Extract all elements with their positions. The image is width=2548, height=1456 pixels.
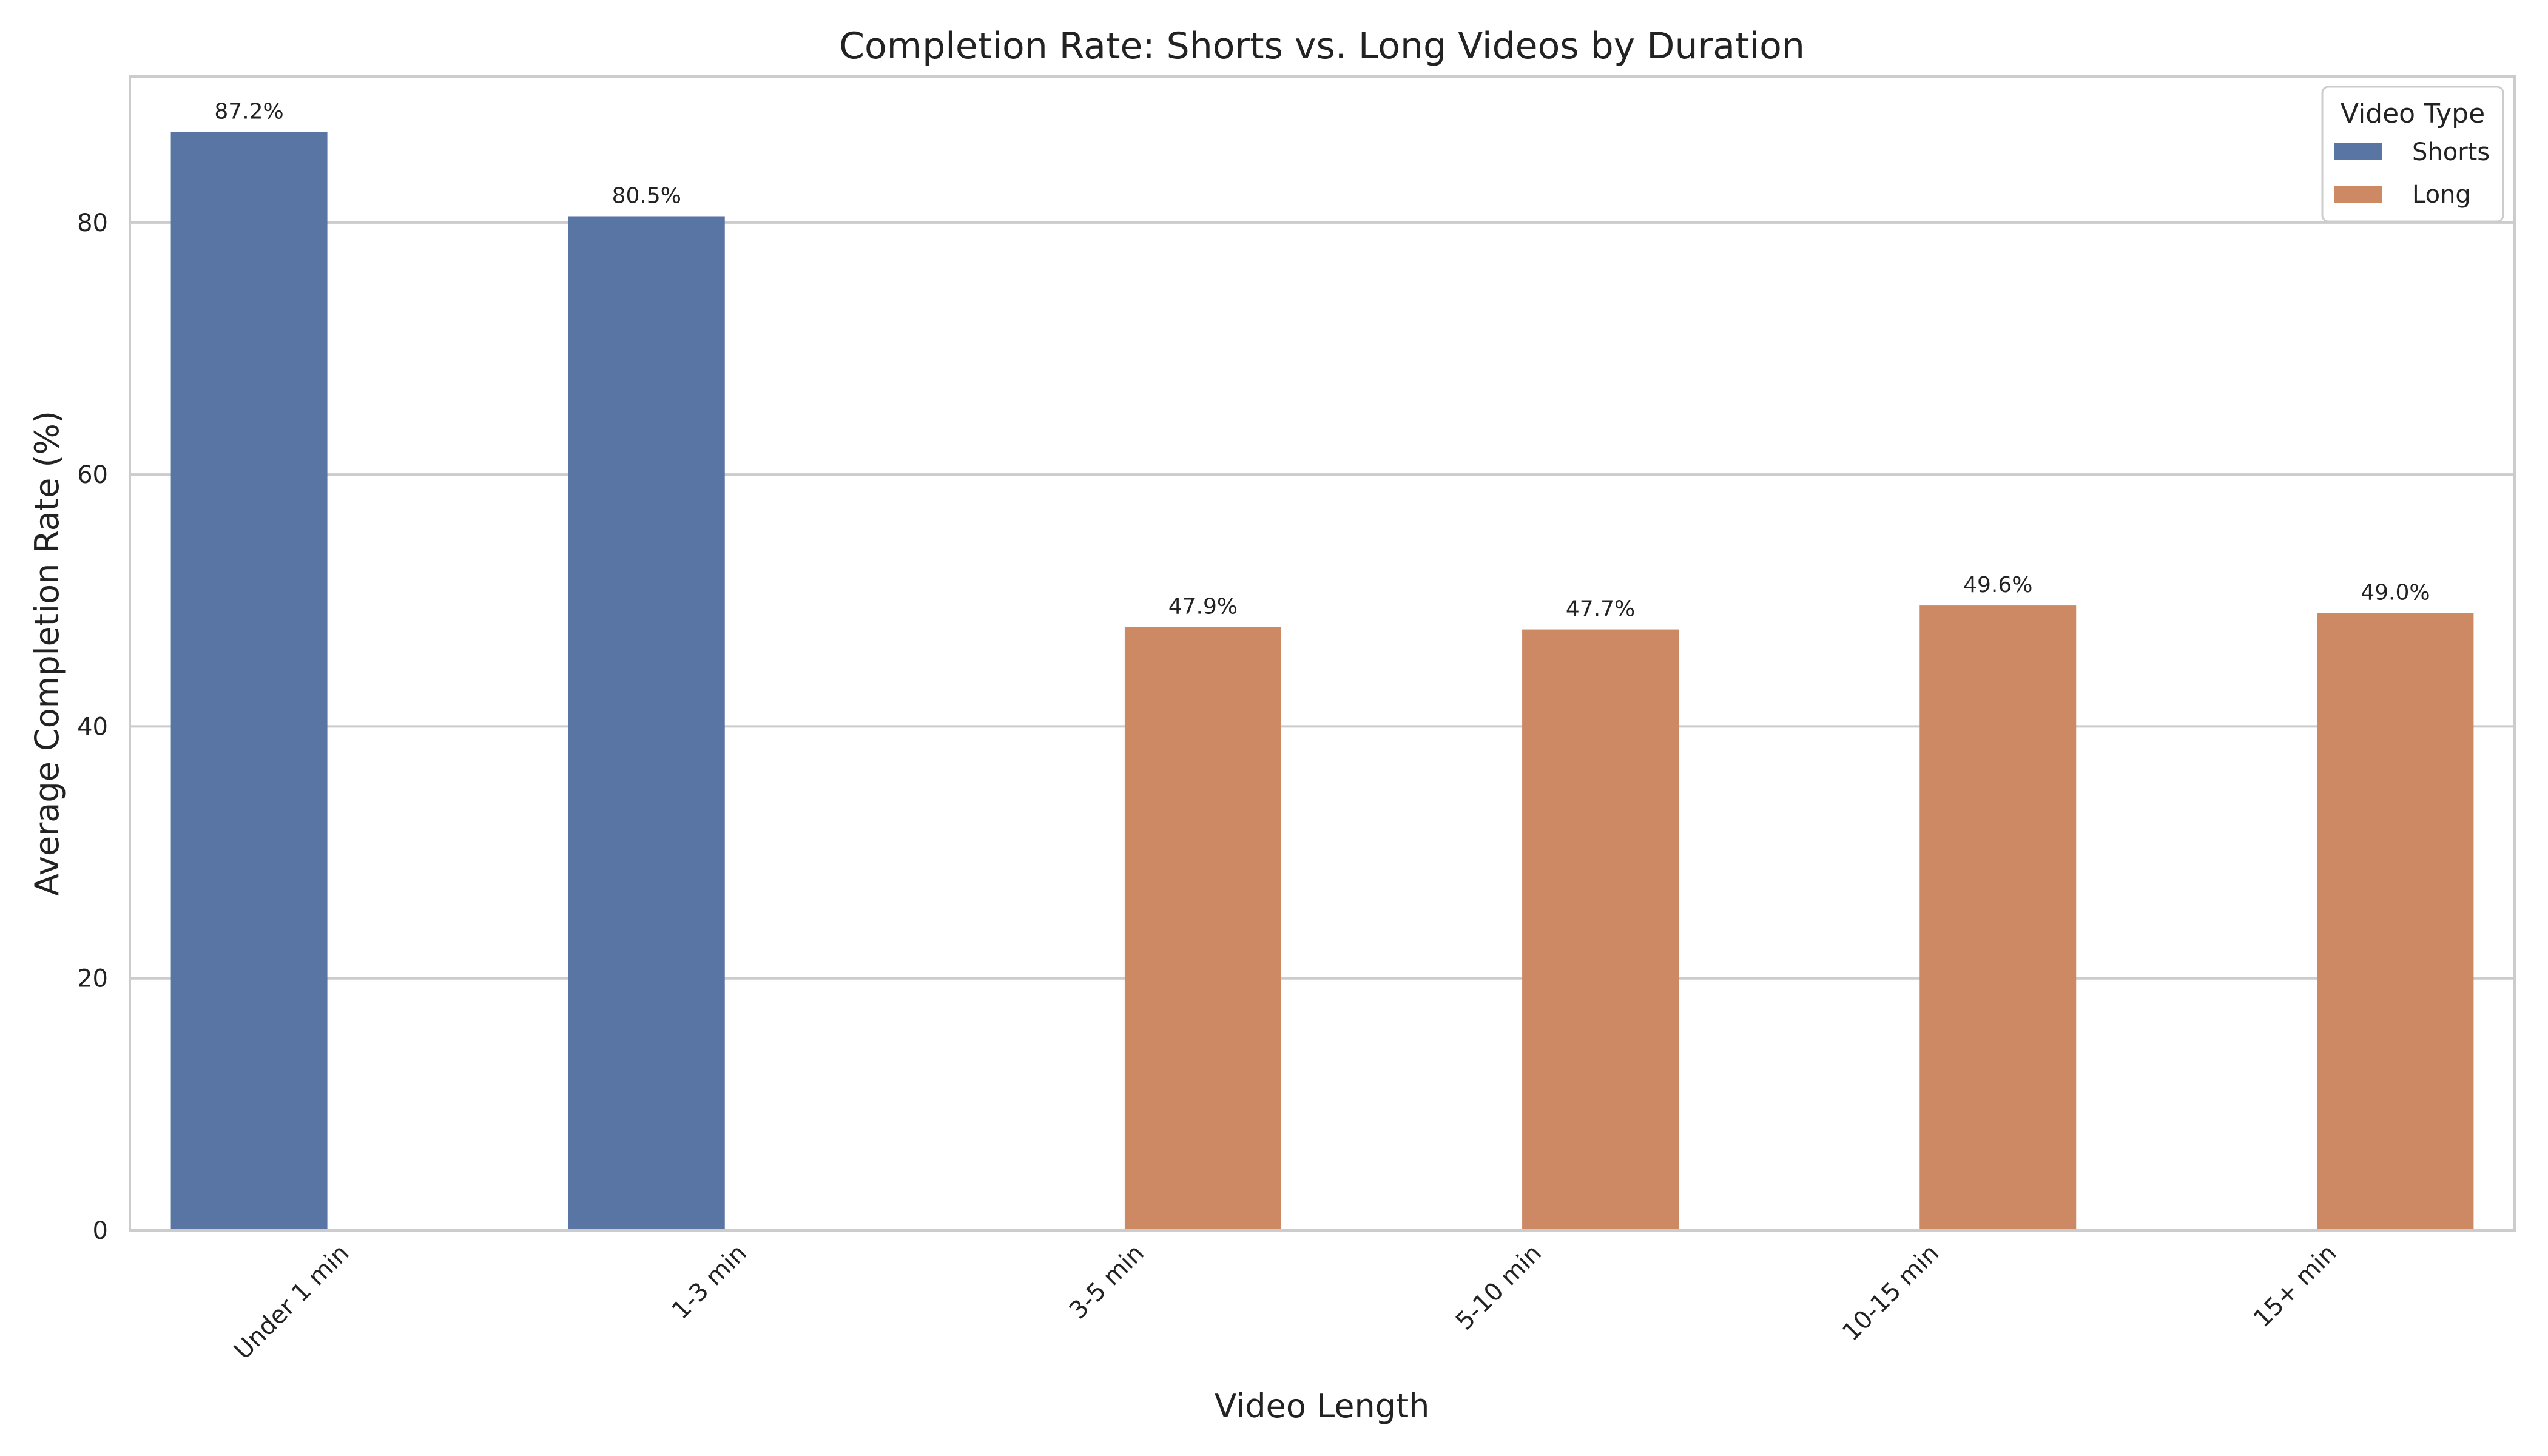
bar-value-label: 49.0% bbox=[2361, 581, 2430, 605]
bars bbox=[170, 132, 2474, 1231]
y-tick-label: 80 bbox=[77, 209, 108, 237]
y-axis-label: Average Completion Rate (%) bbox=[28, 411, 66, 896]
chart-title: Completion Rate: Shorts vs. Long Videos … bbox=[839, 25, 1805, 67]
y-tick-label: 0 bbox=[93, 1217, 108, 1245]
bar-value-label: 47.7% bbox=[1566, 597, 1635, 622]
y-tick-label: 60 bbox=[77, 461, 108, 489]
x-tick-label: 1-3 min bbox=[667, 1239, 752, 1325]
bar-value-label: 47.9% bbox=[1168, 594, 1238, 619]
legend-label: Shorts bbox=[2412, 138, 2490, 166]
legend-swatch bbox=[2334, 143, 2382, 160]
legend-swatch bbox=[2334, 186, 2382, 203]
grid-lines bbox=[130, 221, 2515, 980]
x-axis-label: Video Length bbox=[1215, 1387, 1430, 1425]
y-tick-label: 20 bbox=[77, 965, 108, 993]
y-tick-label: 40 bbox=[77, 713, 108, 741]
legend-title: Video Type bbox=[2341, 98, 2485, 129]
bar bbox=[1124, 627, 1281, 1230]
bar bbox=[2317, 613, 2474, 1230]
bar-value-label: 80.5% bbox=[612, 183, 681, 208]
legend-label: Long bbox=[2412, 181, 2471, 209]
legend: Video Type Shorts Long bbox=[2321, 86, 2504, 223]
x-tick-label: 5-10 min bbox=[1451, 1239, 1547, 1336]
bar bbox=[1522, 629, 1679, 1230]
bar-value-label: 87.2% bbox=[214, 99, 283, 124]
x-tick-label: 3-5 min bbox=[1064, 1239, 1150, 1325]
legend-items: Shorts Long bbox=[2334, 138, 2490, 209]
bar-value-label: 49.6% bbox=[1963, 573, 2032, 598]
y-axis-ticks: 0 20 40 60 80 bbox=[77, 209, 108, 1245]
x-tick-label: 15+ min bbox=[2248, 1239, 2342, 1333]
x-tick-label: Under 1 min bbox=[229, 1239, 354, 1365]
plot-frame bbox=[129, 75, 2516, 1232]
x-axis-ticks: Under 1 min 1-3 min 3-5 min 5-10 min 10-15 m… bbox=[229, 1239, 2342, 1365]
bar bbox=[170, 132, 328, 1231]
bar-value-labels: 87.2% 80.5% 47.9% 47.7% 49.6% 49.0% bbox=[214, 99, 2430, 621]
bar bbox=[568, 216, 725, 1230]
bar bbox=[1919, 605, 2077, 1230]
x-tick-label: 10-15 min bbox=[1837, 1239, 1944, 1347]
